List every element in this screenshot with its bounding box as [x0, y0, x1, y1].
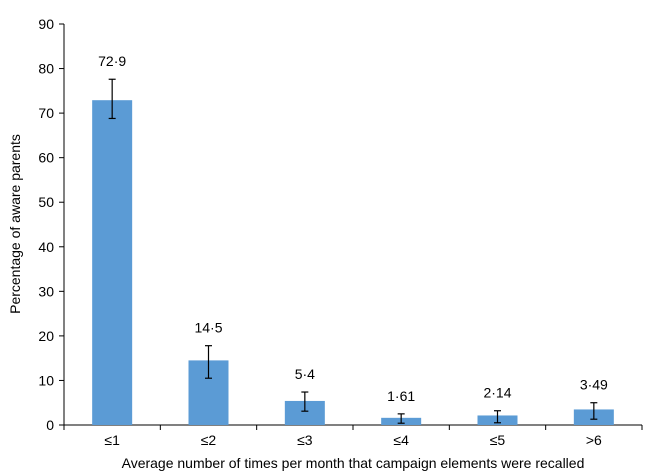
x-tick-label: ≤5	[490, 432, 506, 448]
y-tick-label: 30	[38, 283, 54, 299]
y-tick-label: 70	[38, 105, 54, 121]
y-tick-label: 10	[38, 372, 54, 388]
y-tick-label: 50	[38, 194, 54, 210]
chart-axes: 0 10 20 30 40 50 60 70 80 90 ≤1 ≤2 ≤3 ≤4 ≤5 >6	[38, 16, 643, 448]
x-tick-label: ≤3	[297, 432, 313, 448]
y-axis-title: Percentage of aware parents	[7, 134, 23, 314]
y-tick-label: 90	[38, 16, 54, 32]
data-label: 5·4	[295, 366, 315, 382]
data-label: 14·5	[194, 320, 222, 336]
x-tick-label: >6	[586, 432, 602, 448]
data-label: 2·14	[483, 385, 511, 401]
x-tick-label: ≤4	[393, 432, 409, 448]
y-tick-label: 20	[38, 328, 54, 344]
y-tick-label: 40	[38, 239, 54, 255]
x-tick-label: ≤1	[104, 432, 120, 448]
x-tick-label: ≤2	[201, 432, 217, 448]
x-axis-title: Average number of times per month that c…	[122, 455, 585, 471]
data-label: 1·61	[387, 388, 415, 404]
y-tick-label: 0	[46, 417, 54, 433]
data-label: 72·9	[98, 53, 126, 69]
bar	[92, 100, 133, 425]
y-tick-label: 80	[38, 61, 54, 77]
data-label: 3·49	[580, 377, 608, 393]
chart-bars: 72·9 14·5 5·4 1·61 2·14 3·49	[92, 53, 614, 425]
y-tick-label: 60	[38, 150, 54, 166]
